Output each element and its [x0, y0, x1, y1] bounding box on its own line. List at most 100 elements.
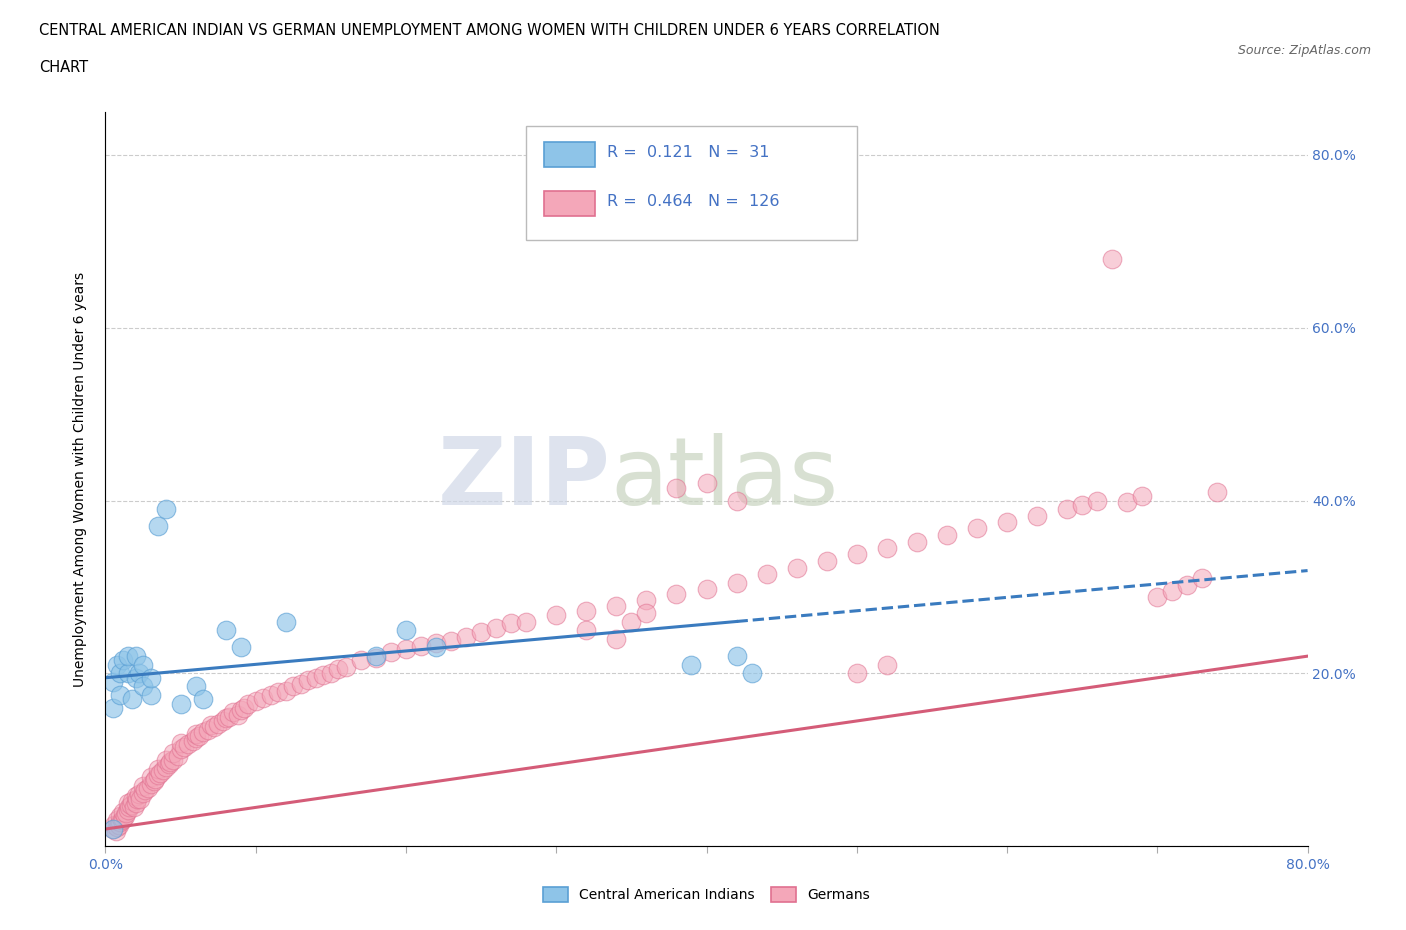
Point [181, 734, 204, 749]
Point [112, 811, 135, 826]
Point [128, 787, 150, 802]
Point [1146, 590, 1168, 604]
Text: CENTRAL AMERICAN INDIAN VS GERMAN UNEMPLOYMENT AMONG WOMEN WITH CHILDREN UNDER 6: CENTRAL AMERICAN INDIAN VS GERMAN UNEMPL… [39, 23, 941, 38]
Point [226, 708, 249, 723]
Point [107, 820, 129, 835]
Point [665, 480, 688, 495]
Point [681, 658, 703, 672]
Point [1026, 509, 1049, 524]
Point [107, 813, 129, 828]
Point [136, 780, 159, 795]
Point [134, 783, 156, 798]
Point [107, 658, 129, 672]
Point [214, 623, 236, 638]
Point [202, 720, 225, 735]
Point [440, 633, 463, 648]
Point [111, 813, 134, 828]
Point [1161, 584, 1184, 599]
Point [124, 789, 146, 804]
Point [132, 679, 155, 694]
Point [184, 731, 207, 746]
Point [139, 777, 162, 791]
Point [110, 808, 132, 823]
Point [101, 821, 124, 836]
FancyBboxPatch shape [544, 191, 595, 216]
Point [101, 674, 124, 689]
Point [696, 581, 718, 596]
Point [636, 605, 658, 620]
Point [319, 666, 342, 681]
Point [620, 614, 643, 629]
Point [155, 759, 177, 774]
Point [501, 616, 523, 631]
Point [117, 649, 139, 664]
Point [114, 808, 136, 823]
Point [125, 791, 148, 806]
Point [274, 614, 297, 629]
Point [101, 700, 124, 715]
Point [229, 702, 252, 717]
Point [725, 649, 748, 664]
Point [115, 806, 138, 821]
Point [132, 778, 155, 793]
Point [108, 817, 131, 832]
Point [162, 752, 184, 767]
Point [364, 650, 387, 665]
Point [124, 671, 146, 685]
Text: Source: ZipAtlas.com: Source: ZipAtlas.com [1237, 44, 1371, 57]
Point [146, 519, 169, 534]
Point [200, 718, 222, 733]
Point [252, 690, 274, 705]
Point [218, 710, 240, 724]
FancyBboxPatch shape [526, 126, 856, 240]
Point [232, 700, 254, 715]
Point [177, 737, 200, 751]
Point [121, 692, 143, 707]
Point [132, 785, 155, 800]
Point [815, 553, 838, 568]
Point [1071, 498, 1094, 512]
Point [152, 763, 174, 777]
Point [845, 547, 868, 562]
Point [120, 797, 142, 812]
Point [409, 638, 432, 653]
Point [605, 631, 627, 646]
Point [104, 823, 127, 838]
Point [364, 649, 387, 664]
Y-axis label: Unemployment Among Women with Children Under 6 years: Unemployment Among Women with Children U… [73, 272, 87, 686]
Point [117, 666, 139, 681]
Point [169, 735, 191, 750]
Point [197, 723, 219, 737]
Point [725, 576, 748, 591]
Point [966, 521, 988, 536]
Point [238, 697, 260, 711]
Legend: Central American Indians, Germans: Central American Indians, Germans [536, 881, 877, 910]
Point [112, 804, 135, 819]
Point [1101, 251, 1123, 266]
Point [905, 535, 928, 550]
Point [395, 642, 418, 657]
Point [290, 676, 312, 691]
Point [755, 566, 778, 581]
Point [274, 684, 297, 698]
Point [110, 666, 132, 681]
Point [312, 668, 335, 683]
Point [395, 623, 418, 638]
Point [350, 653, 373, 668]
Point [184, 726, 207, 741]
Point [148, 765, 170, 780]
Point [245, 694, 267, 709]
Point [636, 592, 658, 607]
Point [146, 768, 169, 783]
Point [128, 666, 150, 681]
Point [328, 661, 350, 676]
Point [139, 671, 162, 685]
Point [575, 623, 598, 638]
Text: ZIP: ZIP [437, 433, 610, 525]
Point [297, 673, 319, 688]
Point [283, 679, 305, 694]
Point [117, 796, 139, 811]
Point [173, 739, 195, 754]
Point [267, 685, 290, 700]
Point [725, 493, 748, 508]
